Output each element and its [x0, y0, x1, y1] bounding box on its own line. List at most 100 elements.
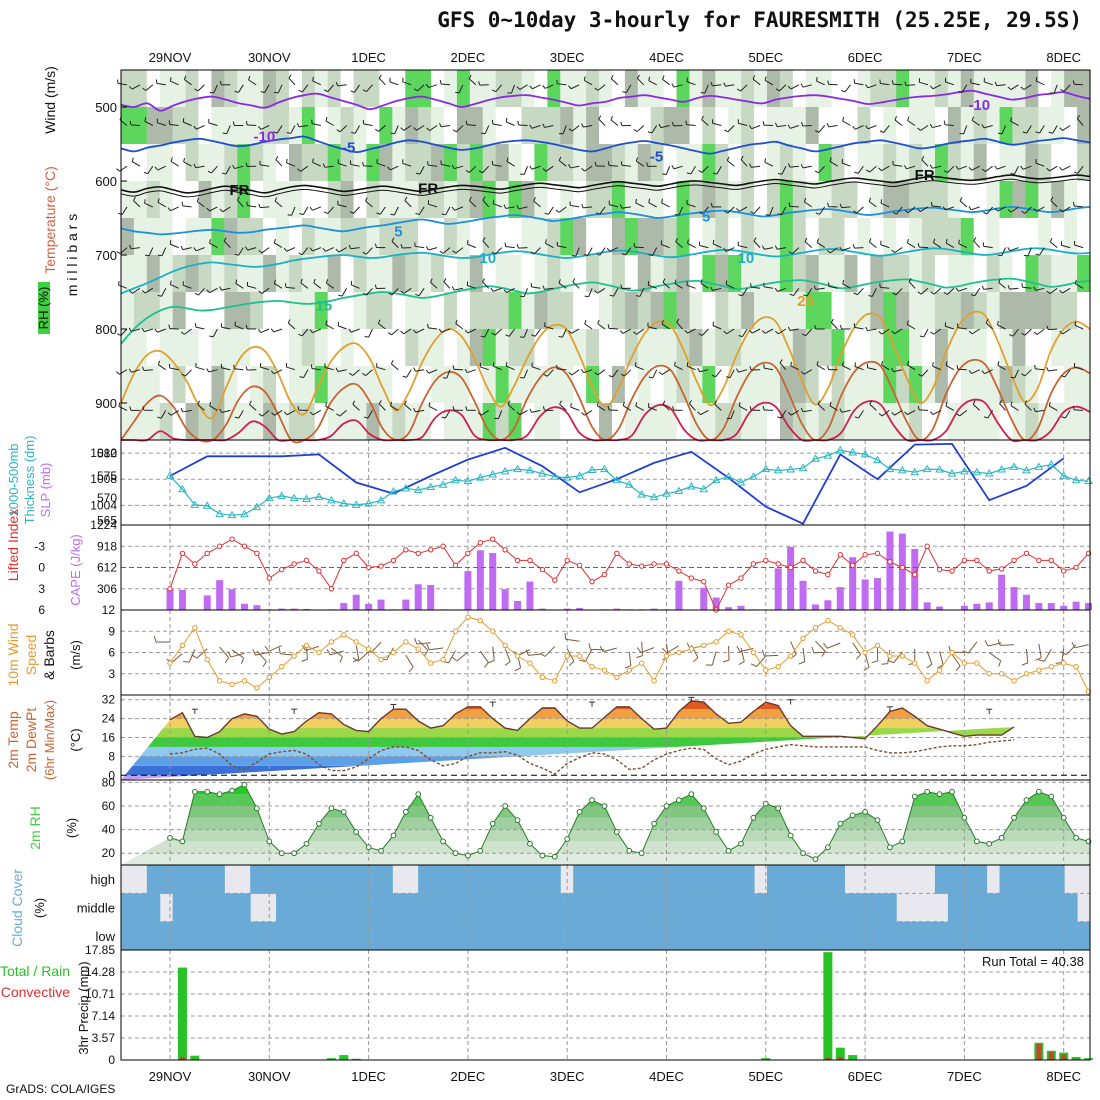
- rh-cell: [121, 218, 135, 255]
- wind-barb: [740, 159, 748, 167]
- wind-barb: [404, 404, 412, 411]
- wind-barb: [867, 367, 877, 371]
- wind-barb: [118, 83, 128, 86]
- wind-barb-flag: [801, 333, 807, 337]
- y-tick-label: 9: [108, 624, 115, 638]
- rh-cell: [211, 329, 225, 366]
- wind-barb-flag: [815, 212, 820, 215]
- cloud-cell: [495, 893, 510, 923]
- rh-cell: [1064, 292, 1078, 329]
- wind-barb: [858, 410, 864, 419]
- cloud-cell: [715, 893, 729, 923]
- wind-barb: [275, 159, 283, 167]
- rh-cell: [883, 70, 897, 107]
- wind-barb: [300, 282, 309, 289]
- wind-barb: [182, 284, 192, 289]
- day-label-top: 4DEC: [649, 50, 684, 65]
- wind-barb: [366, 84, 373, 92]
- wind-speed-marker: [378, 656, 384, 663]
- rh-cell: [741, 70, 755, 107]
- wind-barb: [648, 284, 657, 289]
- rh-cell: [844, 292, 859, 329]
- wind-barb: [238, 84, 244, 93]
- wind-barb: [676, 321, 683, 330]
- wind-barb-flag: [335, 248, 340, 253]
- wind-barb-flag: [787, 163, 791, 168]
- wind-barb: [625, 84, 632, 93]
- wind-barb: [648, 80, 657, 86]
- rh-cell: [754, 144, 768, 181]
- wind-barb-flag: [428, 402, 431, 407]
- wind-barb-flag: [968, 370, 972, 374]
- wind-barb: [170, 160, 179, 167]
- rh-cell: [547, 70, 561, 107]
- rh-cell: [728, 107, 742, 144]
- wind-barb-flag: [1009, 334, 1014, 337]
- wind-barb: [647, 326, 657, 330]
- rh-cell: [1051, 255, 1065, 292]
- wind-barb: [751, 125, 761, 130]
- rh-cell: [482, 292, 497, 329]
- rh-cell: [831, 144, 846, 181]
- lifted-index-marker: [167, 586, 173, 592]
- cloud-cell: [340, 921, 355, 951]
- contour-label: 20: [797, 293, 814, 310]
- wind-barb: [597, 323, 606, 330]
- rh-cell: [159, 329, 174, 366]
- rh-cell: [392, 292, 406, 329]
- wind-barb: [813, 651, 828, 654]
- rh-cell: [1025, 403, 1039, 440]
- wind-barb-flag: [926, 663, 933, 669]
- lifted-index-marker: [415, 550, 421, 557]
- cloud-cell: [973, 893, 988, 923]
- rh-marker: [949, 788, 955, 795]
- cloud-cell: [431, 921, 445, 951]
- cloud-cell: [883, 893, 897, 923]
- wind-barb: [828, 285, 838, 289]
- wind-barb: [325, 247, 334, 252]
- wind-barb: [712, 325, 722, 330]
- wind-barb-flag: [116, 168, 120, 172]
- precip-total-bar: [848, 1055, 858, 1060]
- cloud-cell: [1012, 865, 1026, 894]
- wind-barb-flag: [452, 129, 457, 133]
- rh-marker: [1011, 814, 1017, 821]
- rh-cell: [185, 181, 200, 218]
- wind-barb-flag: [868, 295, 873, 297]
- wind-barb-flag: [997, 132, 1003, 135]
- rh-cell: [405, 181, 419, 218]
- wind-barb-flag: [363, 416, 369, 419]
- rh-cell: [779, 403, 794, 440]
- wind-barb: [779, 84, 787, 92]
- wind-barb: [869, 403, 877, 411]
- wind-barb-flag: [478, 81, 481, 86]
- precip-convective-bar: [837, 1056, 843, 1060]
- rh-cell: [327, 181, 342, 218]
- wind-barb-flag: [985, 319, 989, 324]
- rh-cell: [715, 107, 729, 144]
- rh-cell: [185, 70, 200, 107]
- cape-bar: [563, 608, 571, 610]
- wind-barb-flag: [1055, 662, 1062, 664]
- rh-cell: [353, 181, 368, 218]
- rh-cell: [392, 107, 406, 144]
- lifted-index-marker: [279, 566, 285, 573]
- cloud-cell: [818, 893, 833, 923]
- wind-barb-flag: [1046, 167, 1050, 172]
- y-tick-label: 1224: [90, 518, 117, 532]
- rh-cell: [288, 255, 303, 292]
- wind-barb-flag: [1021, 211, 1026, 214]
- cloud-cell: [405, 921, 419, 951]
- wind-barb: [130, 247, 140, 250]
- wind-barb: [802, 165, 812, 169]
- wind-barb: [534, 328, 541, 337]
- thickness-marker: [885, 464, 895, 473]
- wind-barb: [920, 206, 929, 212]
- rh-cell: [599, 218, 613, 255]
- wind-barb: [197, 404, 205, 411]
- rh-cell: [663, 292, 678, 329]
- rh-cell: [909, 144, 923, 181]
- wind-barb: [921, 159, 929, 167]
- wind-barb-flag: [661, 198, 663, 203]
- wind-barb: [298, 125, 308, 128]
